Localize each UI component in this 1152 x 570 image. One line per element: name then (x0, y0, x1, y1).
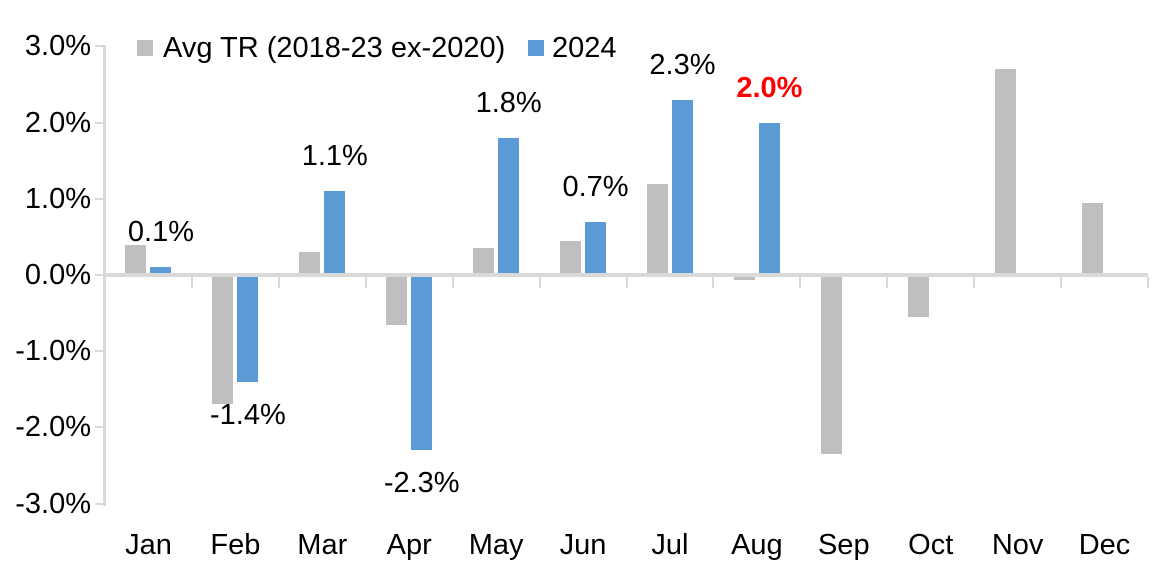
x-axis-tick (364, 277, 367, 288)
data-label-mar: 1.1% (301, 140, 368, 173)
bar-avg-tr-sep (820, 275, 842, 454)
y-axis-tick (95, 502, 106, 505)
data-label-jun: 0.7% (562, 170, 629, 203)
legend-label-2024: 2024 (552, 32, 617, 64)
bar-2024-jun (585, 221, 607, 275)
x-axis-label-apr: Apr (386, 529, 432, 561)
y-axis-tick (95, 45, 106, 48)
data-label-feb: -1.4% (209, 398, 286, 431)
legend-swatch-2024 (528, 40, 544, 56)
bar-avg-tr-nov (994, 69, 1016, 275)
bar-avg-tr-feb (212, 275, 234, 405)
bar-2024-aug (758, 122, 780, 275)
bar-avg-tr-dec (1081, 202, 1103, 275)
x-axis-label-jan: Jan (125, 529, 172, 561)
legend-swatch-avg-tr (137, 40, 153, 56)
bar-avg-tr-jan (125, 244, 147, 275)
bar-avg-tr-apr (386, 275, 408, 325)
x-axis-label-oct: Oct (908, 529, 954, 561)
y-axis-tick (95, 197, 106, 200)
y-axis-tick (95, 426, 106, 429)
y-axis-label--2.0%: -2.0% (15, 411, 91, 444)
x-axis-label-may: May (468, 529, 524, 561)
y-axis-label-2.0%: 2.0% (24, 106, 91, 139)
x-axis-tick (451, 277, 454, 288)
x-axis-tick (1060, 277, 1063, 288)
x-axis-tick (1147, 277, 1149, 288)
bar-avg-tr-jul (646, 183, 668, 275)
x-axis-tick (625, 277, 628, 288)
y-axis-label-0.0%: 0.0% (24, 259, 91, 291)
y-axis-label--3.0%: -3.0% (15, 487, 91, 520)
y-axis-tick (95, 350, 106, 353)
y-axis-tick (95, 274, 106, 276)
bar-avg-tr-mar (299, 252, 321, 275)
bar-avg-tr-oct (907, 275, 929, 317)
data-label-may: 1.8% (475, 86, 542, 119)
x-axis-label-jun: Jun (559, 529, 607, 561)
bar-2024-jan (150, 267, 172, 275)
y-axis-label-1.0%: 1.0% (24, 182, 91, 215)
bar-2024-apr (411, 275, 433, 451)
x-axis-tick (538, 277, 541, 288)
x-axis-tick (190, 277, 193, 288)
x-axis-tick (104, 277, 106, 288)
x-axis-tick (277, 277, 280, 288)
x-axis-label-feb: Feb (210, 529, 261, 561)
bar-2024-feb (237, 275, 259, 382)
bar-2024-jul (671, 99, 693, 275)
x-axis-tick (712, 277, 715, 288)
x-axis-tick (799, 277, 802, 288)
y-axis-label--1.0%: -1.0% (15, 335, 91, 368)
x-axis-line (103, 273, 1148, 277)
x-axis-tick (973, 277, 976, 288)
data-label-aug: 2.0% (736, 71, 803, 104)
y-axis-tick (95, 121, 106, 124)
bar-avg-tr-aug (733, 275, 755, 281)
x-axis-label-mar: Mar (297, 529, 348, 561)
data-label-jul: 2.3% (649, 48, 716, 81)
data-label-apr: -2.3% (383, 467, 460, 500)
x-axis-label-dec: Dec (1078, 529, 1131, 561)
x-axis-label-sep: Sep (817, 529, 870, 561)
bar-avg-tr-jun (560, 240, 582, 275)
legend-label-avg-tr: Avg TR (2018-23 ex-2020) (163, 32, 506, 64)
bar-avg-tr-may (473, 248, 495, 275)
bar-2024-mar (324, 191, 346, 275)
data-label-jan: 0.1% (127, 216, 194, 249)
x-axis-tick (886, 277, 889, 288)
y-axis-label-3.0%: 3.0% (24, 30, 91, 63)
x-axis-label-nov: Nov (991, 529, 1044, 561)
x-axis-label-aug: Aug (731, 529, 783, 561)
x-axis-label-jul: Jul (651, 529, 689, 561)
bar-2024-may (498, 137, 520, 275)
